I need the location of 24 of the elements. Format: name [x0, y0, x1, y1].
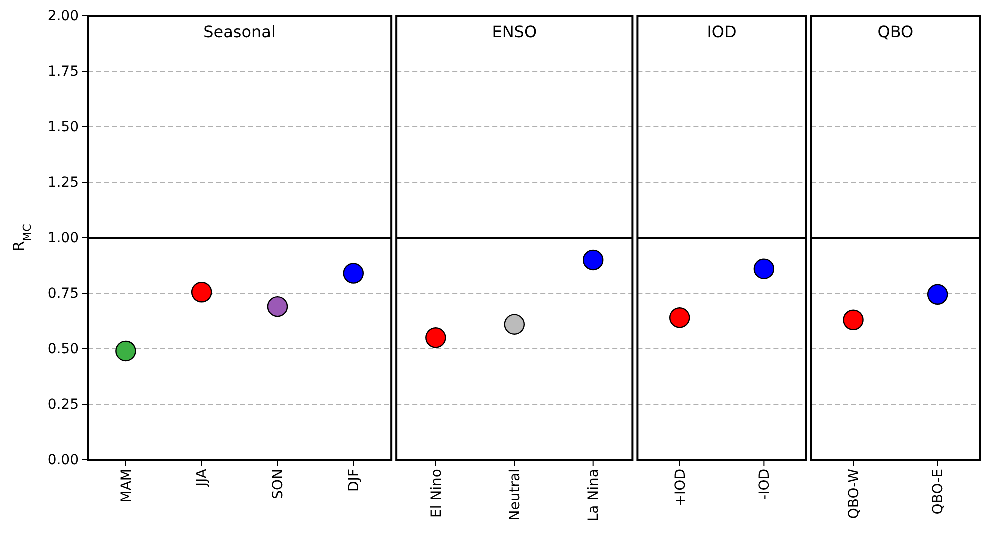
y-tick-label: 1.75: [48, 64, 79, 80]
x-tick-label: -IOD: [757, 469, 774, 500]
text: QBO: [878, 22, 914, 42]
y-tick-label: 1.50: [48, 119, 79, 136]
text: ENSO: [492, 22, 538, 42]
x-tick-label: DJF: [346, 469, 363, 492]
x-tick-label: El Nino: [428, 469, 445, 518]
text: Seasonal: [204, 22, 276, 42]
y-tick-label: 2.00: [48, 8, 79, 24]
y-tick-label: 1.25: [48, 174, 79, 191]
y-tick-label: 0.00: [48, 452, 79, 468]
x-tick-label: SON: [270, 469, 287, 500]
x-tick-label: La Nina: [586, 469, 602, 522]
x-tick-label: Neutral: [508, 469, 524, 521]
x-tick-label: +IOD: [672, 469, 689, 507]
x-tick-label: QBO-E: [930, 469, 947, 515]
y-tick-label: 0.50: [48, 341, 79, 358]
x-tick-label: JJA: [194, 468, 211, 488]
y-tick-label: 0.75: [48, 286, 79, 302]
y-tick-label: 1.00: [48, 230, 79, 246]
text: IOD: [707, 22, 737, 42]
x-tick-label: MAM: [118, 469, 135, 503]
y-tick-label: 0.25: [48, 396, 79, 413]
x-tick-label: QBO-W: [846, 468, 862, 520]
